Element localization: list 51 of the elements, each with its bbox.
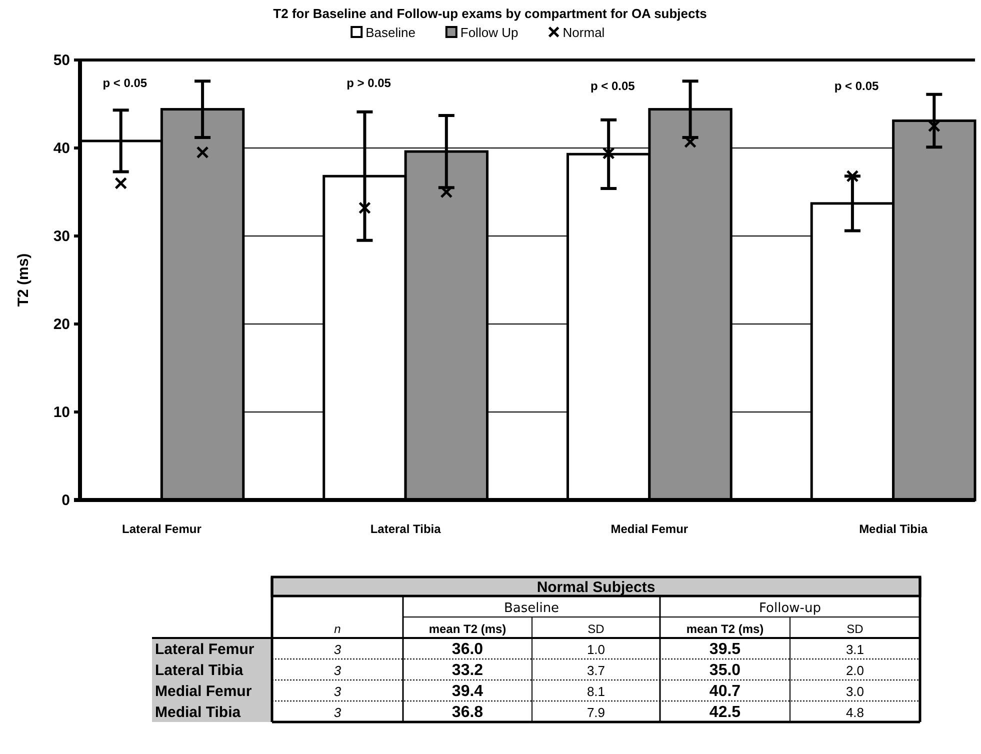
y-tick-label: 40 <box>53 140 70 157</box>
category-label: SD <box>588 622 605 636</box>
legend-label: Baseline <box>366 25 416 40</box>
text: 33.2 <box>452 662 484 679</box>
chart-title: T2 for Baseline and Follow-up exams by compartment for OA subjects <box>273 6 707 21</box>
text: 3 <box>334 663 342 678</box>
text: 2.0 <box>846 663 864 678</box>
text: 39.4 <box>452 683 484 700</box>
text: 3 <box>334 684 342 699</box>
text: 39.5 <box>709 641 741 658</box>
legend-label: Normal <box>562 25 605 40</box>
text: 1.0 <box>586 642 606 657</box>
text: Follow-up <box>759 601 821 616</box>
category-label: Lateral Tibia <box>155 662 244 679</box>
text: 3 <box>334 642 342 657</box>
text: 4.8 <box>846 705 864 720</box>
y-axis-title: T2 (ms) <box>15 253 32 307</box>
y-tick-label: 0 <box>62 492 70 509</box>
y-tick-label: 20 <box>53 316 70 333</box>
text: Normal Subjects <box>536 579 656 596</box>
annotation: p < 0.05 <box>834 79 880 93</box>
category-label: mean T2 (ms) <box>428 622 506 636</box>
text: 36.0 <box>452 641 484 658</box>
annotation: p > 0.05 <box>346 76 392 90</box>
text: 3.7 <box>586 663 606 678</box>
text: 35.0 <box>709 662 741 679</box>
text: 42.5 <box>709 704 741 721</box>
text: 3.1 <box>846 642 864 657</box>
category-label: Lateral Femur <box>155 641 254 658</box>
x-tick-label: Lateral Tibia <box>370 522 442 536</box>
text: 3.0 <box>846 684 864 699</box>
x-tick-label: Medial Tibia <box>859 522 928 536</box>
category-label: n <box>334 622 342 636</box>
category-label: Medial Tibia <box>155 704 241 721</box>
text: 40.7 <box>709 683 741 700</box>
text: Baseline <box>504 601 560 616</box>
y-tick-label: 50 <box>53 52 70 69</box>
annotation: p < 0.05 <box>590 79 636 93</box>
text: 3 <box>334 705 342 720</box>
category-label: Medial Femur <box>155 683 252 700</box>
legend-label: Follow Up <box>460 25 518 40</box>
text: 8.1 <box>586 684 606 699</box>
text: 36.8 <box>452 704 484 721</box>
y-tick-label: 10 <box>53 404 70 421</box>
annotation: p < 0.05 <box>102 76 148 90</box>
category-label: SD <box>846 622 864 636</box>
text: 7.9 <box>586 705 606 720</box>
x-tick-label: Lateral Femur <box>122 522 202 536</box>
x-tick-label: Medial Femur <box>610 522 688 536</box>
y-tick-label: 30 <box>53 228 70 245</box>
category-label: mean T2 (ms) <box>686 622 764 636</box>
